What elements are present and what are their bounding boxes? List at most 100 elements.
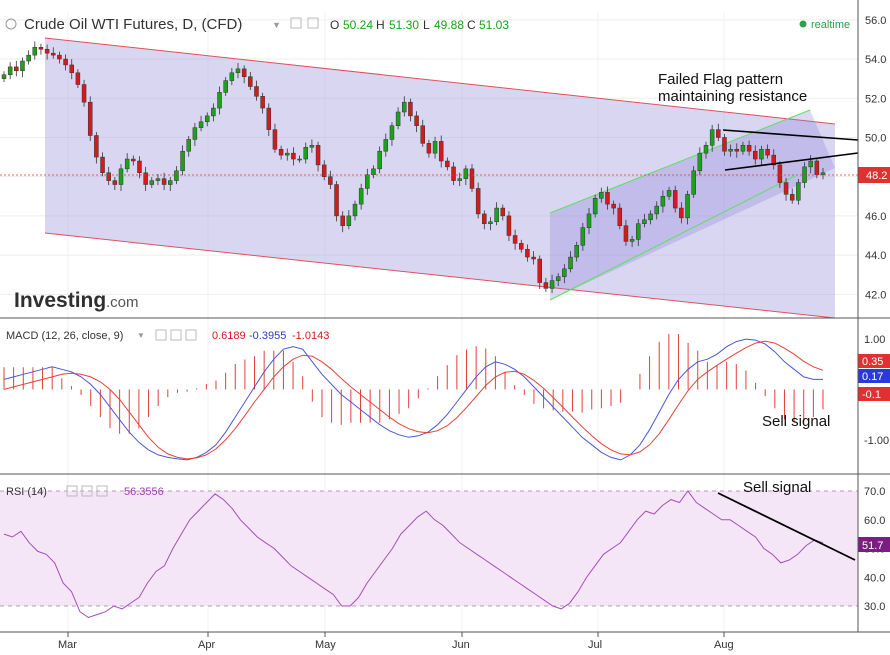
rsi-sell-signal: Sell signal [743,479,811,496]
candle-body [549,280,555,289]
channel-lower-line [44,232,836,319]
flag-lower-line [724,152,859,171]
candle-body [469,168,475,189]
rsi-trend-line [717,492,856,561]
candle-body [174,170,179,181]
candle-body [63,58,68,66]
candle-body [525,248,530,258]
candle-body [599,192,604,199]
macd-value: 0.6189 [212,330,246,342]
candle-body [709,129,715,146]
candle-body [685,194,690,219]
macd-close-icon[interactable] [185,329,197,341]
rsi-settings-icon[interactable] [66,485,78,497]
candle-body [383,139,389,152]
macd-title: MACD (12, 26, close, 9) [6,330,123,342]
time-tick-label: May [315,639,336,651]
ascending-channel [550,110,835,300]
macd-settings-icon[interactable] [155,329,167,341]
ohlc-open-value: 50.24 [343,18,373,32]
macd-histogram [3,334,824,434]
ohlc-open-label: O [330,18,339,32]
candle-body [352,203,358,217]
chart-title: Crude Oil WTI Futures, D, (CFD) [24,16,242,33]
time-axis: Mar Apr May Jun Jul Aug [58,632,734,651]
candle-body [198,121,204,128]
candle-body [235,68,241,74]
last-price-label: 48.2 [866,170,887,182]
macd-gear-icon[interactable] [170,329,182,341]
candle-body [777,164,783,183]
candle-body [69,64,74,74]
candle-body [365,174,370,189]
candle-body [124,158,130,170]
candle-body [500,207,506,217]
logo-suffix: .com [106,294,139,311]
price-tick-label: 52.0 [865,93,886,105]
candle-body [75,72,81,85]
candle-body [340,215,345,226]
rsi-value: 56.3556 [124,486,164,498]
candle-body [660,196,666,207]
candle-body [44,49,50,54]
candlestick-series [1,41,826,293]
candle-body [789,194,795,201]
candle-body [137,160,142,174]
candle-body [402,101,407,113]
candle-body [106,172,111,181]
candle-body [703,145,709,154]
candle-body [771,154,776,166]
settings-icon[interactable] [290,17,302,29]
ohlc-high-value: 51.30 [389,18,419,32]
realtime-dot-icon [799,20,807,28]
candle-body [691,170,696,195]
candle-body [463,168,469,179]
candle-body [488,221,493,224]
candle-body [358,188,364,205]
candle-body [592,198,598,215]
logo-main: Investing [14,289,106,312]
time-tick-label: Mar [58,639,77,651]
candle-body [118,168,124,185]
collapse-icon[interactable] [5,18,17,30]
flag-upper-line [722,129,859,141]
realtime-label: realtime [811,19,850,31]
candle-body [623,225,629,242]
candle-body [14,66,19,72]
candle-body [38,47,44,50]
ohlc-low-label: L [423,18,430,32]
candle-body [783,182,789,195]
candle-body [328,176,333,185]
candle-body [753,150,758,160]
candle-body [568,256,573,270]
ohlc-low-value: 49.88 [434,18,464,32]
candle-body [254,86,259,97]
macd-dropdown-icon[interactable]: ▼ [137,331,145,340]
macd-line-last: 0.17 [862,371,883,383]
title-dropdown-icon[interactable]: ▼ [272,20,281,30]
candle-body [740,145,746,152]
candle-body [211,107,216,117]
candle-body [395,111,401,126]
gear-icon[interactable] [307,17,319,29]
candle-body [94,135,99,158]
macd-sell-signal: Sell signal [762,413,830,430]
candle-body [438,141,444,162]
candle-body [796,182,801,201]
candle-body [765,148,770,156]
candle-body [648,213,653,221]
candle-body [186,139,191,152]
ascending-channel-lower [549,175,796,301]
flag-annotation-line2: maintaining resistance [658,88,807,105]
candle-body [636,223,641,240]
last-price-badge [858,167,890,183]
rsi-tick-label: 70.0 [864,486,885,498]
rsi-close-icon[interactable] [96,485,108,497]
candle-body [543,282,549,289]
rsi-gear-icon[interactable] [81,485,93,497]
price-tick-label: 54.0 [865,54,886,66]
candle-body [278,148,284,156]
candle-body [617,207,623,226]
time-tick-label: Jun [452,639,470,651]
candle-body [217,92,222,109]
